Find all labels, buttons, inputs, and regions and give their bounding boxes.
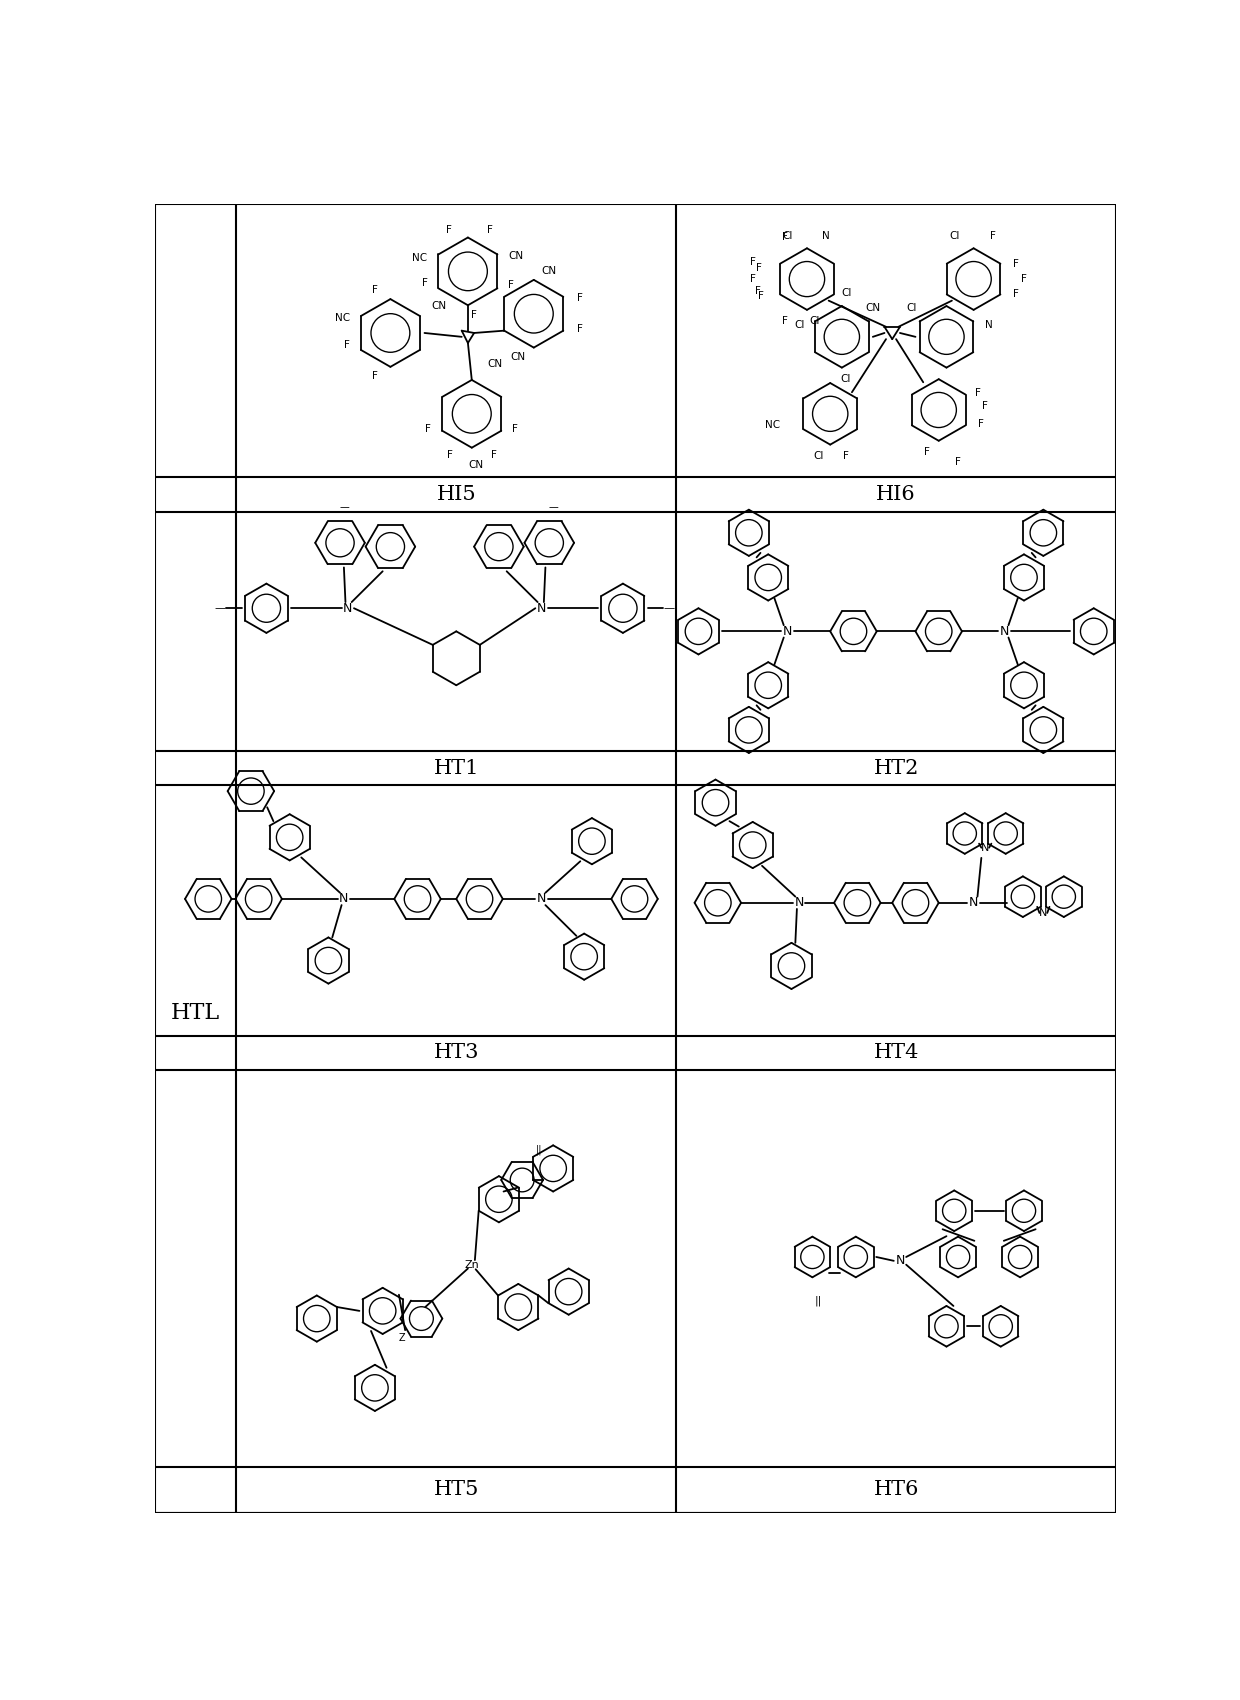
Text: N: N (537, 602, 546, 615)
Text: HT5: HT5 (434, 1481, 479, 1499)
Text: Cl: Cl (782, 231, 792, 241)
Text: F: F (756, 262, 761, 272)
Text: HT6: HT6 (873, 1481, 919, 1499)
Text: ||: || (536, 1144, 542, 1156)
Text: CN: CN (487, 359, 502, 369)
Text: F: F (448, 450, 453, 461)
Text: —: — (215, 604, 226, 614)
Text: NC: NC (412, 253, 428, 262)
Text: F: F (471, 311, 477, 320)
Text: HT4: HT4 (873, 1044, 919, 1062)
Text: N: N (968, 896, 978, 910)
Text: N: N (795, 896, 804, 910)
Text: —: — (663, 604, 675, 614)
Text: F: F (990, 231, 996, 241)
Text: HI5: HI5 (436, 484, 476, 505)
Text: Zn: Zn (465, 1260, 479, 1270)
Text: N: N (340, 892, 348, 906)
Text: F: F (1013, 258, 1019, 269)
Text: F: F (491, 450, 496, 461)
Text: Cl: Cl (841, 374, 851, 384)
Text: F: F (975, 388, 981, 398)
Text: F: F (758, 291, 764, 301)
Text: F: F (782, 233, 789, 243)
Text: F: F (422, 277, 428, 287)
Text: Cl: Cl (949, 231, 960, 241)
Text: F: F (425, 425, 432, 434)
Text: CN: CN (866, 303, 880, 313)
Text: F: F (750, 257, 755, 267)
Text: Cl: Cl (906, 303, 916, 313)
Text: CN: CN (542, 265, 557, 275)
Text: CN: CN (508, 252, 523, 262)
Text: HT3: HT3 (434, 1044, 479, 1062)
Text: F: F (843, 450, 848, 461)
Text: HTL: HTL (171, 1001, 221, 1023)
Text: F: F (1013, 289, 1019, 299)
Text: CN: CN (430, 301, 446, 311)
Text: F: F (955, 457, 961, 468)
Text: NC: NC (335, 313, 350, 323)
Text: N: N (537, 892, 546, 906)
Text: N: N (981, 843, 990, 853)
Text: ||: || (815, 1295, 822, 1306)
Text: F: F (486, 224, 492, 235)
Text: F: F (924, 447, 930, 457)
Text: N: N (822, 231, 831, 241)
Text: N: N (782, 626, 792, 638)
Text: F: F (445, 224, 451, 235)
Text: F: F (755, 286, 760, 296)
Text: N: N (986, 320, 993, 330)
Text: N: N (1039, 908, 1048, 918)
Text: N: N (999, 626, 1009, 638)
Text: CN: CN (467, 459, 484, 469)
Text: —: — (339, 503, 348, 512)
Text: HI6: HI6 (877, 484, 916, 505)
Text: Cl: Cl (842, 287, 852, 298)
Text: F: F (343, 340, 350, 350)
Text: F: F (978, 418, 985, 428)
Text: N: N (895, 1255, 905, 1266)
Text: NC: NC (765, 420, 780, 430)
Text: Cl: Cl (813, 450, 823, 461)
Text: F: F (372, 371, 378, 381)
Text: Cl: Cl (794, 320, 805, 330)
Text: Cl: Cl (810, 316, 820, 326)
Text: —: — (389, 507, 399, 517)
Text: Z: Z (399, 1333, 405, 1343)
Text: HT1: HT1 (434, 758, 479, 777)
Text: F: F (577, 294, 583, 303)
Text: CN: CN (511, 352, 526, 362)
Text: F: F (372, 286, 378, 294)
Text: F: F (508, 280, 515, 291)
Text: F: F (750, 274, 755, 284)
Text: —: — (548, 503, 558, 512)
Text: F: F (1021, 274, 1027, 284)
Text: F: F (982, 401, 988, 411)
Text: F: F (512, 425, 518, 434)
Text: —: — (498, 507, 507, 517)
Text: F: F (782, 316, 789, 326)
Text: HT2: HT2 (873, 758, 919, 777)
Text: N: N (343, 602, 352, 615)
Text: F: F (577, 325, 583, 335)
